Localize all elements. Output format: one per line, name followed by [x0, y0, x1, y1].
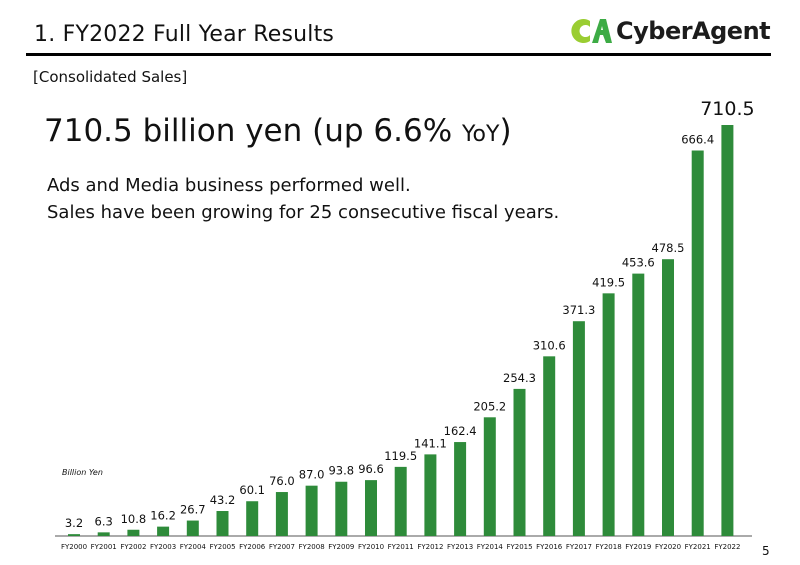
value-label-fy2010: 96.6 [358, 462, 384, 476]
value-label-fy2019: 453.6 [622, 256, 655, 270]
headline: 710.5 billion yen (up 6.6% YoY) [44, 113, 512, 149]
bar-fy2007 [275, 492, 288, 536]
bar-fy2015 [513, 388, 526, 536]
value-label-fy2007: 76.0 [269, 474, 295, 488]
value-label-fy2004: 26.7 [180, 503, 206, 517]
x-tick-fy2014: FY2014 [477, 543, 504, 551]
x-tick-fy2006: FY2006 [239, 543, 266, 551]
bar-fy2012 [424, 454, 437, 536]
bar-fy2016 [543, 356, 556, 536]
x-tick-fy2007: FY2007 [269, 543, 295, 551]
value-label-fy2013: 162.4 [444, 424, 477, 438]
bar-fy2009 [335, 481, 348, 536]
bar-fy2013 [454, 442, 467, 536]
bar-fy2014 [483, 417, 496, 536]
bar-fy2018 [602, 293, 615, 536]
value-label-fy2021: 666.4 [681, 133, 714, 147]
value-label-fy2001: 6.3 [95, 514, 113, 528]
x-tick-fy2005: FY2005 [209, 543, 235, 551]
value-label-fy2017: 371.3 [562, 303, 595, 317]
value-label-fy2005: 43.2 [210, 493, 236, 507]
value-label-fy2015: 254.3 [503, 371, 536, 385]
bar-fy2011 [394, 466, 407, 536]
logo-wordmark: CyberAgent [616, 17, 771, 45]
page-number: 5 [762, 544, 770, 558]
company-logo: CyberAgent [566, 14, 771, 48]
headline-close: ) [499, 113, 512, 149]
summary-line-1: Ads and Media business performed well. [47, 175, 411, 196]
value-label-fy2014: 205.2 [473, 399, 506, 413]
x-tick-fy2022: FY2022 [714, 543, 740, 551]
value-label-fy2009: 93.8 [328, 464, 354, 478]
bar-fy2004 [186, 520, 199, 536]
headline-main: 710.5 billion yen (up 6.6% [44, 113, 453, 149]
x-tick-fy2011: FY2011 [388, 543, 414, 551]
bar-fy2008 [305, 485, 318, 536]
bar-fy2003 [157, 526, 170, 536]
headline-yoy: YoY [462, 122, 500, 147]
x-tick-fy2004: FY2004 [180, 543, 207, 551]
section-label: [Consolidated Sales] [33, 68, 188, 86]
x-tick-fy2001: FY2001 [91, 543, 117, 551]
unit-label: Billion Yen [62, 468, 103, 477]
bar-fy2005 [216, 511, 229, 536]
bar-fy2002 [127, 529, 140, 536]
logo-mark-icon [571, 19, 612, 43]
x-tick-fy2012: FY2012 [417, 543, 443, 551]
bar-fy2021 [691, 150, 704, 536]
bar-fy2010 [365, 480, 377, 536]
bar-fy2022 [721, 125, 734, 536]
value-label-fy2000: 3.2 [65, 516, 83, 530]
x-tick-fy2002: FY2002 [120, 543, 146, 551]
bar-fy2006 [246, 501, 259, 536]
x-tick-fy2021: FY2021 [685, 543, 711, 551]
x-tick-fy2010: FY2010 [358, 543, 384, 551]
value-label-fy2011: 119.5 [384, 449, 417, 463]
x-tick-fy2008: FY2008 [299, 543, 325, 551]
value-label-fy2020: 478.5 [652, 241, 685, 255]
value-label-fy2022: 710.5 [700, 98, 754, 120]
title-divider [26, 53, 771, 56]
x-tick-fy2016: FY2016 [536, 543, 563, 551]
value-label-fy2008: 87.0 [299, 468, 325, 482]
bar-fy2001 [97, 532, 110, 536]
x-tick-fy2020: FY2020 [655, 543, 681, 551]
x-tick-fy2013: FY2013 [447, 543, 473, 551]
bar-fy2000 [68, 534, 80, 536]
x-tick-fy2000: FY2000 [61, 543, 87, 551]
bar-fy2019 [632, 273, 645, 536]
value-label-fy2006: 60.1 [239, 483, 265, 497]
slide-title: 1. FY2022 Full Year Results [34, 22, 335, 47]
x-tick-fy2015: FY2015 [506, 543, 532, 551]
bar-fy2017 [572, 321, 585, 536]
x-tick-fy2019: FY2019 [625, 543, 651, 551]
value-label-fy2016: 310.6 [533, 338, 566, 352]
value-label-fy2003: 16.2 [150, 509, 176, 523]
x-tick-fy2003: FY2003 [150, 543, 176, 551]
value-label-fy2002: 10.8 [121, 512, 147, 526]
x-tick-fy2018: FY2018 [596, 543, 622, 551]
value-label-fy2012: 141.1 [414, 436, 447, 450]
value-label-fy2018: 419.5 [592, 275, 625, 289]
x-tick-fy2017: FY2017 [566, 543, 592, 551]
x-tick-fy2009: FY2009 [328, 543, 354, 551]
summary-line-2: Sales have been growing for 25 consecuti… [47, 202, 560, 223]
bar-fy2020 [662, 259, 674, 536]
